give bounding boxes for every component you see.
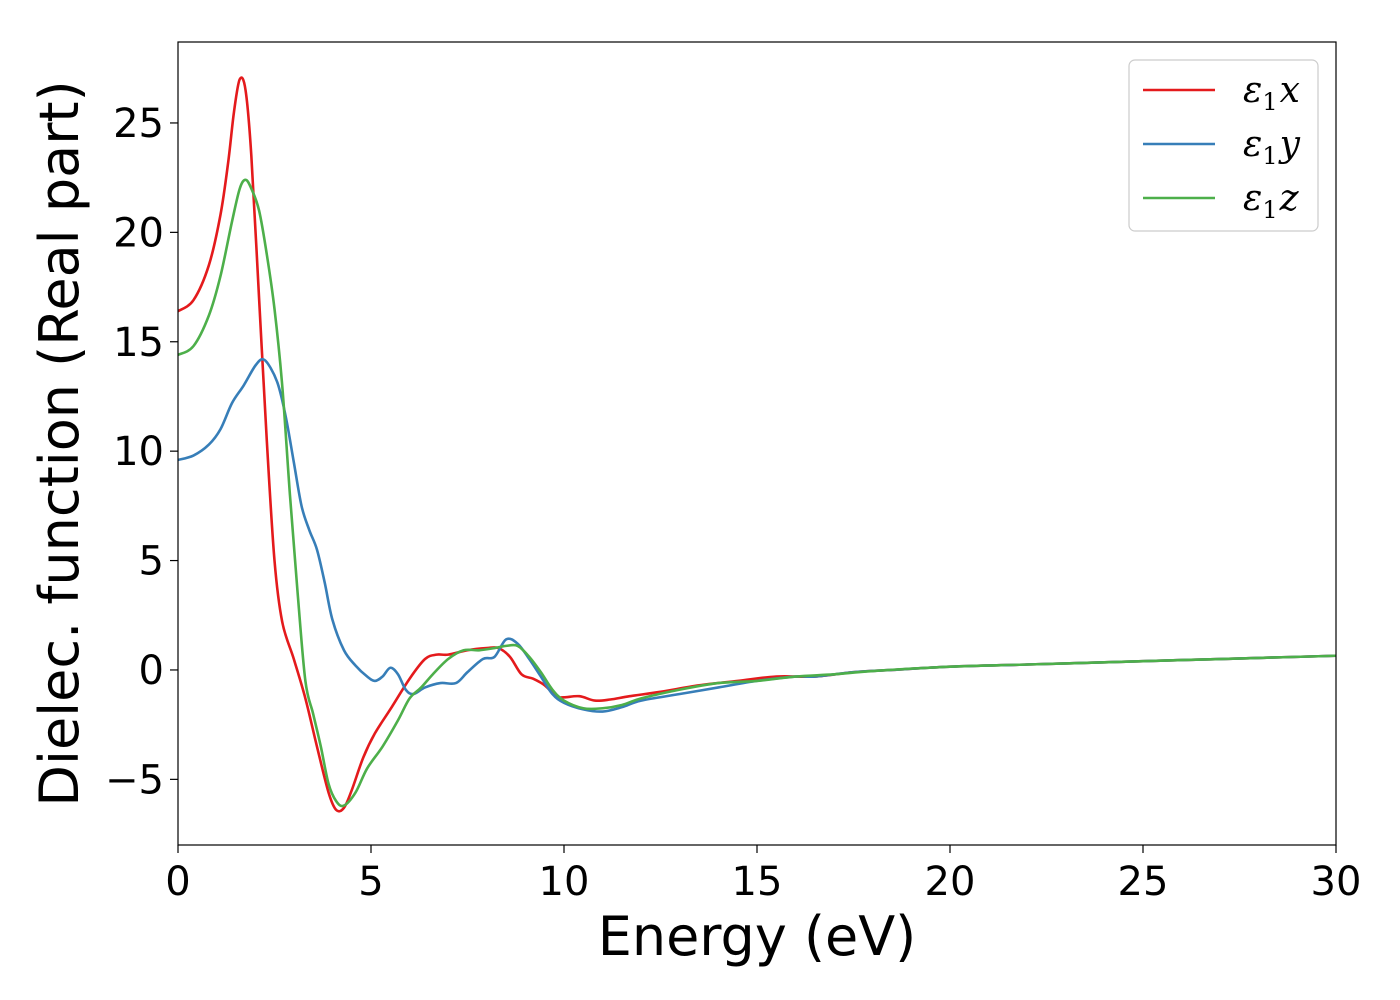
x-axis-ticks: 0 5 10 15 20 25 30 <box>165 845 1361 905</box>
y-axis-ticks: −5 0 5 10 15 20 25 <box>105 101 178 803</box>
legend-label-x: ε1x <box>1243 70 1300 116</box>
series-line-z <box>178 178 1336 808</box>
y-tick-label: −5 <box>105 757 164 803</box>
x-tick-label: 20 <box>925 859 976 905</box>
y-axis-label: Dielec. function (Real part) <box>28 80 91 806</box>
legend-label-y: ε1y <box>1243 124 1301 170</box>
y-tick-label: 10 <box>113 429 164 475</box>
y-tick-label: 15 <box>113 320 164 366</box>
x-tick-label: 30 <box>1311 859 1362 905</box>
series-layer <box>178 76 1336 813</box>
x-tick-label: 15 <box>732 859 783 905</box>
legend-box <box>1128 59 1319 232</box>
x-tick-label: 0 <box>165 859 190 905</box>
x-tick-label: 25 <box>1118 859 1169 905</box>
x-tick-label: 5 <box>358 859 383 905</box>
series-line-y <box>178 357 1336 713</box>
y-tick-label: 5 <box>139 539 164 585</box>
x-tick-label: 10 <box>539 859 590 905</box>
y-tick-label: 0 <box>139 648 164 694</box>
x-axis-label: Energy (eV) <box>598 905 917 968</box>
legend: ε1x ε1y ε1z <box>1128 59 1319 232</box>
legend-label-z: ε1z <box>1243 178 1300 224</box>
y-tick-label: 20 <box>113 210 164 256</box>
y-tick-label: 25 <box>113 101 164 147</box>
